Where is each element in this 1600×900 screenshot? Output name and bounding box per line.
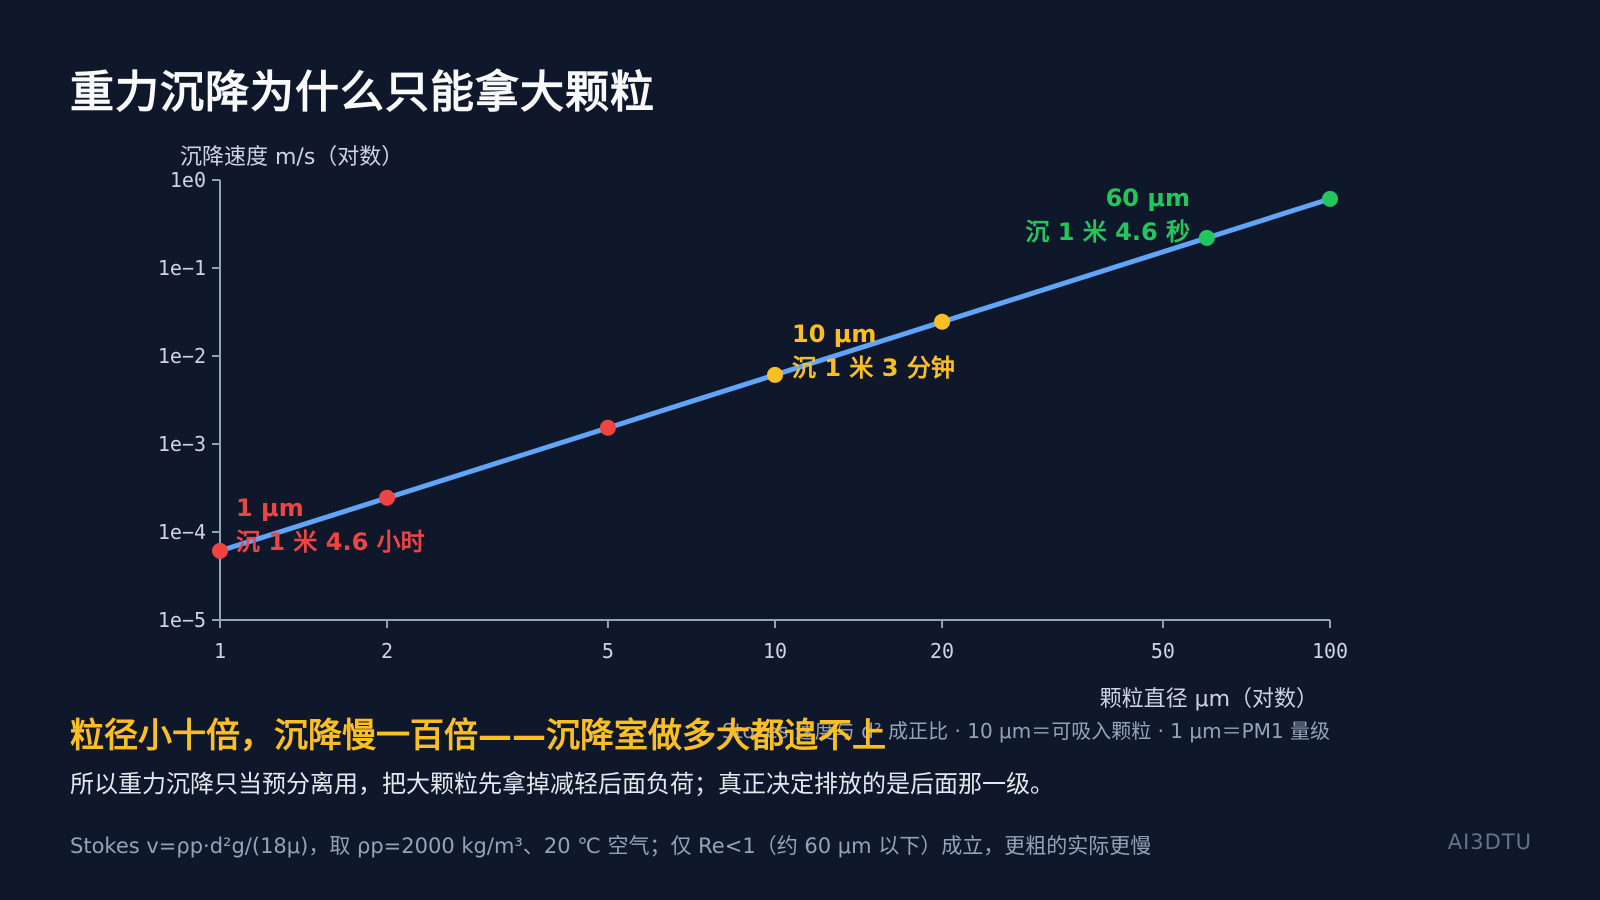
x-tick-label: 100 — [1312, 639, 1348, 663]
data-point — [379, 489, 396, 506]
y-tick-label: 1e−2 — [158, 344, 206, 368]
y-tick-label: 1e−5 — [158, 608, 206, 632]
annotation-time: 沉 1 米 4.6 秒 — [1025, 218, 1190, 246]
y-tick-label: 1e0 — [170, 168, 206, 192]
x-tick-label: 1 — [214, 639, 226, 663]
page-title: 重力沉降为什么只能拿大颗粒 — [70, 67, 655, 118]
annotation-size: 1 μm — [236, 494, 304, 522]
data-point — [1198, 229, 1215, 246]
x-axis-label: 颗粒直径 μm（对数） — [1100, 687, 1318, 712]
data-point — [767, 366, 783, 383]
y-tick-label: 1e−4 — [158, 520, 206, 544]
y-axis-label: 沉降速度 m/s（对数） — [180, 145, 403, 170]
annotation-time: 沉 1 米 4.6 小时 — [236, 528, 425, 556]
chart-ticks: 1e0 1e−1 1e−2 1e−3 1e−4 1e−5 1 2 5 10 20 50 100 — [158, 168, 1348, 663]
x-tick-label: 10 — [763, 639, 787, 663]
x-tick-label: 2 — [381, 639, 393, 663]
annotation-size: 10 μm — [792, 320, 876, 348]
headline: 粒径小十倍，沉降慢一百倍——沉降室做多大都追不上 — [70, 716, 886, 756]
chart-series — [212, 190, 1338, 559]
data-point — [599, 419, 616, 436]
x-tick-label: 50 — [1151, 639, 1175, 663]
subtext: 所以重力沉降只当预分离用，把大颗粒先拿掉减轻后面负荷；真正决定排放的是后面那一级… — [70, 770, 1054, 798]
data-point — [934, 313, 951, 330]
x-tick-label: 20 — [930, 639, 954, 663]
annotation-size: 60 μm — [1106, 184, 1190, 212]
formula-note: Stokes v=ρp·d²g/(18μ)，取 ρp=2000 kg/m³、20… — [70, 834, 1152, 858]
y-tick-label: 1e−1 — [158, 256, 206, 280]
chart-annotations: 1 μm 沉 1 米 4.6 小时 10 μm 沉 1 米 3 分钟 60 μm 沉 1 … — [236, 184, 1190, 556]
annotation-time: 沉 1 米 3 分钟 — [792, 354, 955, 382]
x-tick-label: 5 — [602, 639, 614, 663]
data-point — [212, 542, 228, 559]
y-tick-label: 1e−3 — [158, 432, 206, 456]
chart-footnote: Stokes 速度与 d² 成正比 · 10 μm＝可吸入颗粒 · 1 μm＝P… — [722, 719, 1330, 743]
data-point — [1322, 190, 1338, 207]
brand-watermark: AI3DTU — [1447, 830, 1532, 854]
